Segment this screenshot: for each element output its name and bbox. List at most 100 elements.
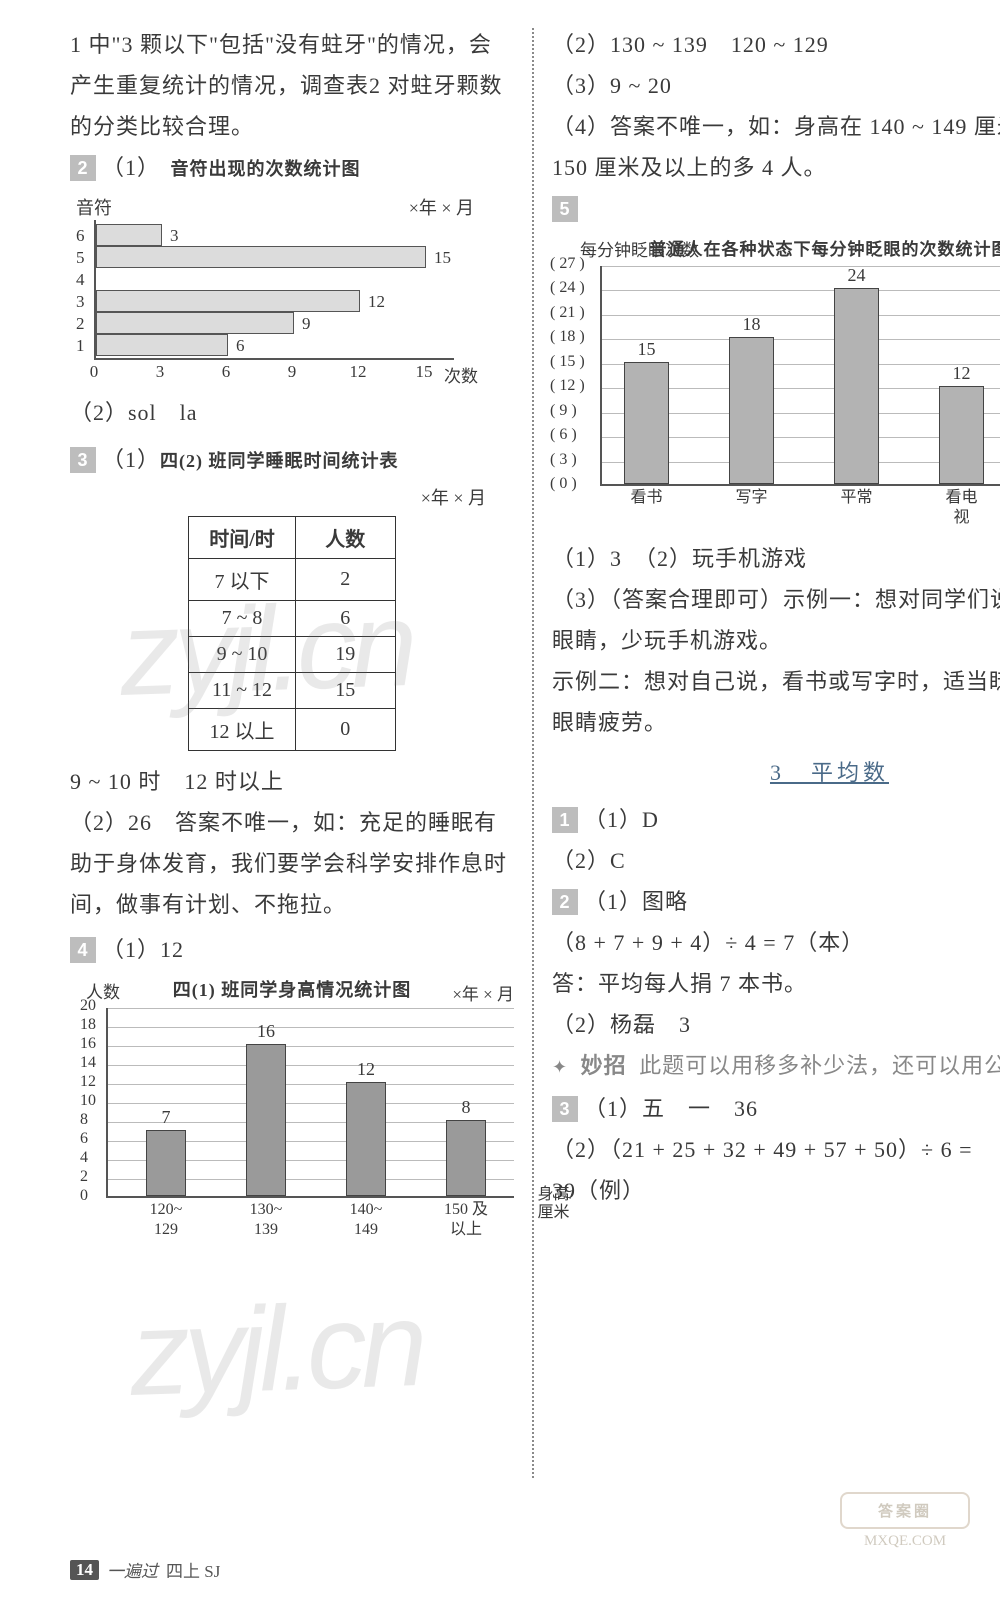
r-l3: （4）答案不唯一，如：身高在 140 ~ 149 厘米的比在 150 厘米及以上… <box>552 106 1000 188</box>
hbar-bar <box>96 246 426 268</box>
sleep-table: 时间/时人数7 以下27 ~ 869 ~ 101911 ~ 121512 以上0 <box>188 516 396 751</box>
table-cell: 7 ~ 8 <box>189 601 296 637</box>
r-a3b: 示例二：想对自己说，看书或写字时，适当眨眼，缓解眼睛疲劳。 <box>552 661 1000 743</box>
num-box-5: 5 <box>552 196 578 222</box>
table-cell: 6 <box>295 601 395 637</box>
num-box-2: 2 <box>70 155 96 181</box>
vbar-value: 12 <box>939 363 984 384</box>
vbar-value: 24 <box>834 265 879 286</box>
vbar-value: 12 <box>346 1059 386 1080</box>
vbar-ytick: 12 <box>80 1073 96 1091</box>
hbar-cat-label: 5 <box>76 248 85 268</box>
vbar-value: 16 <box>246 1021 286 1042</box>
after-table: 9 ~ 10 时 12 时以上 <box>70 761 514 802</box>
r-l2: （3）9 ~ 20 <box>552 65 1000 106</box>
vbar-ytick: 10 <box>80 1092 96 1110</box>
q5-header: 5 <box>552 188 1000 229</box>
vbar-col: 24平常 <box>834 264 879 484</box>
vbar-bar <box>939 386 984 484</box>
vbar-ytick: 8 <box>80 1111 88 1129</box>
vbar-xlabel: 看电视 <box>928 484 996 528</box>
hbar-date: ×年 × 月 <box>409 194 474 220</box>
vbar-value: 18 <box>729 314 774 335</box>
vbar-ytick: ( 18 ) <box>550 328 585 346</box>
hbar-row: 63 <box>96 224 179 246</box>
hbar-xtick: 3 <box>156 362 165 382</box>
hbar-value: 3 <box>170 226 179 245</box>
hbar-chart: 音符 ×年 × 月 6351543122916 03691215次数 <box>70 194 514 384</box>
r-tip: ✦ 妙招 此题可以用移多补少法，还可以用公式法。 <box>552 1045 1000 1088</box>
footer-suffix: 四上 SJ <box>166 1557 220 1582</box>
r-b3a: 3（1）五 一 36 <box>552 1088 1000 1129</box>
left-intro: 1 中"3 颗以下"包括"没有蛀牙"的情况，会产生重复统计的情况，调查表2 对蛀… <box>70 24 514 147</box>
table-header: 人数 <box>295 517 395 559</box>
r-b2d: （2）杨磊 3 <box>552 1004 1000 1045</box>
vbar-col: 18写字 <box>729 264 774 484</box>
num-box-3: 3 <box>70 447 96 473</box>
vbar-xlabel: 120~129 <box>136 1196 196 1240</box>
r-l1: （2）130 ~ 139 120 ~ 129 <box>552 24 1000 65</box>
table-cell: 19 <box>295 637 395 673</box>
num-box-1b: 1 <box>552 807 578 833</box>
vbar-col: 12140~149 <box>346 1006 386 1196</box>
hbar-bar <box>96 224 162 246</box>
vbar-ytick: 2 <box>80 1168 88 1186</box>
vbar-value: 15 <box>624 339 669 360</box>
hbar-value: 15 <box>434 248 451 267</box>
hbar-bar <box>96 334 228 356</box>
table-row: 7 ~ 86 <box>189 601 396 637</box>
vbar4-title: 四(1) 班同学身高情况统计图 <box>70 976 514 1002</box>
r-b1b: （2）C <box>552 840 1000 881</box>
table-cell: 9 ~ 10 <box>189 637 296 673</box>
vbar-ytick: 20 <box>80 997 96 1015</box>
vbar-ytick: ( 0 ) <box>550 475 577 493</box>
r-a1: （1）3 （2）玩手机游戏 <box>552 538 1000 579</box>
vbar-ytick: ( 6 ) <box>550 426 577 444</box>
r-b2a: 2（1）图略 <box>552 881 1000 922</box>
tip-label: 妙招 <box>581 1053 627 1078</box>
hbar-value: 12 <box>368 292 385 311</box>
tip-text: 此题可以用移多补少法，还可以用公式法。 <box>639 1053 1000 1078</box>
r-b1a: 1（1）D <box>552 799 1000 840</box>
page-number: 14 <box>70 1560 99 1580</box>
vbar-ytick: 14 <box>80 1054 96 1072</box>
vbar-ytick: ( 12 ) <box>550 377 585 395</box>
stamp-line2: MXQE.COM <box>840 1533 970 1550</box>
table-row: 9 ~ 1019 <box>189 637 396 673</box>
q3-head-text: （1） <box>102 447 160 472</box>
hbar-row: 29 <box>96 312 311 334</box>
hbar-xtick: 15 <box>416 362 433 382</box>
vbar-bar <box>834 288 879 484</box>
table-cell: 12 以上 <box>189 709 296 751</box>
vbar-ytick: 16 <box>80 1035 96 1053</box>
vbar-col: 8150 及以上 <box>446 1006 486 1196</box>
r-b3c: 39（例） <box>552 1170 1000 1211</box>
vbar-col: 16130~139 <box>246 1006 286 1196</box>
vbar-bar <box>624 362 669 484</box>
vbar-bar <box>146 1130 186 1197</box>
section-title: 3 平均数 <box>552 755 1000 787</box>
vbar-xlabel: 写字 <box>718 484 786 508</box>
table3-title: 四(2) 班同学睡眠时间统计表 <box>160 451 399 471</box>
vbar-ytick: 18 <box>80 1016 96 1034</box>
table-row: 12 以上0 <box>189 709 396 751</box>
r-b2c: 答：平均每人捐 7 本书。 <box>552 963 1000 1004</box>
hbar-cat-label: 6 <box>76 226 85 246</box>
vbar-date: ×年 × 月 <box>452 980 514 1005</box>
vbar-xlabel: 平常 <box>823 484 891 508</box>
table-cell: 7 以下 <box>189 559 296 601</box>
page-footer: 14 一遍过 四上 SJ <box>70 1557 220 1582</box>
table-cell: 11 ~ 12 <box>189 673 296 709</box>
vbar-bar <box>346 1082 386 1196</box>
vbar4-chart: 人数×年 × 月024681012141618207120~12916130~1… <box>70 1008 514 1198</box>
q3-2: （2）26 答案不唯一，如：充足的睡眠有助于身体发育，我们要学会科学安排作息时间… <box>70 802 514 925</box>
footer-brand: 一遍过 <box>107 1557 158 1582</box>
vbar-ylabel: 每分钟眨眼次数 <box>580 236 699 261</box>
hbar-ylabel: 音符 <box>76 194 112 220</box>
table-cell: 2 <box>295 559 395 601</box>
vbar-value: 8 <box>446 1097 486 1118</box>
table-row: 11 ~ 1215 <box>189 673 396 709</box>
hbar-xtick: 9 <box>288 362 297 382</box>
vbar-bar <box>246 1044 286 1196</box>
stamp-line1: 答案圈 <box>840 1492 970 1529</box>
